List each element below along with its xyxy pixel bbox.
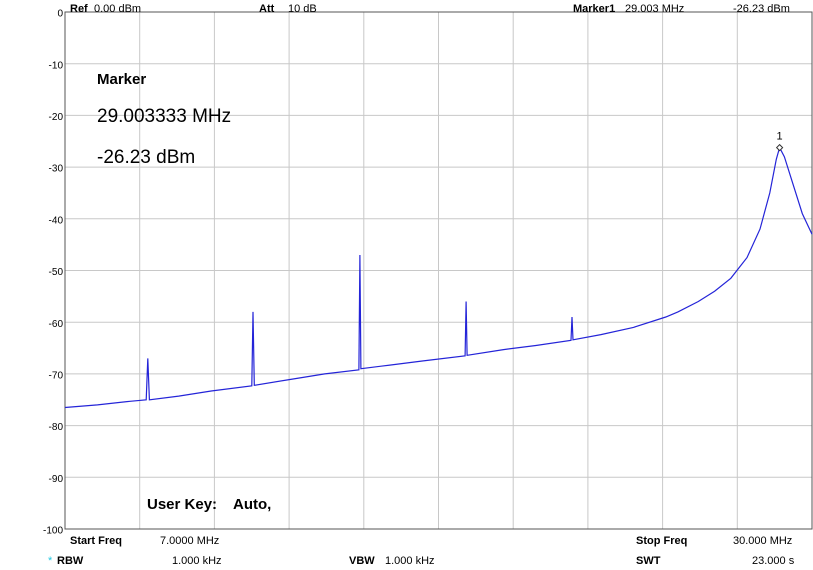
y-tick-label: -50 bbox=[49, 267, 64, 278]
y-tick-label: -70 bbox=[49, 371, 64, 382]
marker-number: 1 bbox=[777, 131, 783, 143]
rbw-star: * bbox=[48, 555, 53, 567]
marker-label: Marker1 bbox=[573, 3, 615, 15]
y-tick-label: -10 bbox=[49, 60, 64, 71]
vbw-label: VBW bbox=[349, 555, 375, 567]
y-tick-label: -80 bbox=[49, 422, 64, 433]
swt-label: SWT bbox=[636, 555, 661, 567]
grid bbox=[64, 11, 813, 530]
user-key-value: Auto, bbox=[233, 496, 271, 513]
swt-value: 23.000 s bbox=[752, 555, 795, 567]
readout-level: -26.23 dBm bbox=[97, 147, 195, 168]
readout-title: Marker bbox=[97, 71, 146, 88]
y-tick-label: -90 bbox=[49, 474, 64, 485]
ref-value: 0.00 dBm bbox=[94, 3, 141, 15]
plot: 1 bbox=[64, 131, 813, 409]
y-tick-label: -100 bbox=[43, 526, 63, 537]
start-value: 7.0000 MHz bbox=[160, 535, 219, 547]
y-tick-label: -30 bbox=[49, 164, 64, 175]
rbw-label: RBW bbox=[57, 555, 84, 567]
y-tick-label: -40 bbox=[49, 215, 64, 226]
vbw-value: 1.000 kHz bbox=[385, 555, 435, 567]
trace bbox=[64, 145, 813, 409]
y-tick-label: 0 bbox=[57, 9, 63, 20]
att-value: 10 dB bbox=[288, 3, 317, 15]
att-label: Att bbox=[259, 3, 275, 15]
ref-label: Ref bbox=[70, 3, 88, 15]
stop-label: Stop Freq bbox=[636, 535, 687, 547]
marker-level: -26.23 dBm bbox=[733, 3, 790, 15]
plot-frame bbox=[64, 11, 813, 530]
readout-freq: 29.003333 MHz bbox=[97, 106, 231, 127]
rbw-value: 1.000 kHz bbox=[172, 555, 222, 567]
y-tick-label: -20 bbox=[49, 112, 64, 123]
marker-diamond bbox=[775, 143, 784, 152]
y-tick-label: -60 bbox=[49, 319, 64, 330]
marker-freq: 29.003 MHz bbox=[625, 3, 684, 15]
user-key-label: User Key: bbox=[147, 496, 217, 513]
stop-value: 30.000 MHz bbox=[733, 535, 792, 547]
start-label: Start Freq bbox=[70, 535, 122, 547]
